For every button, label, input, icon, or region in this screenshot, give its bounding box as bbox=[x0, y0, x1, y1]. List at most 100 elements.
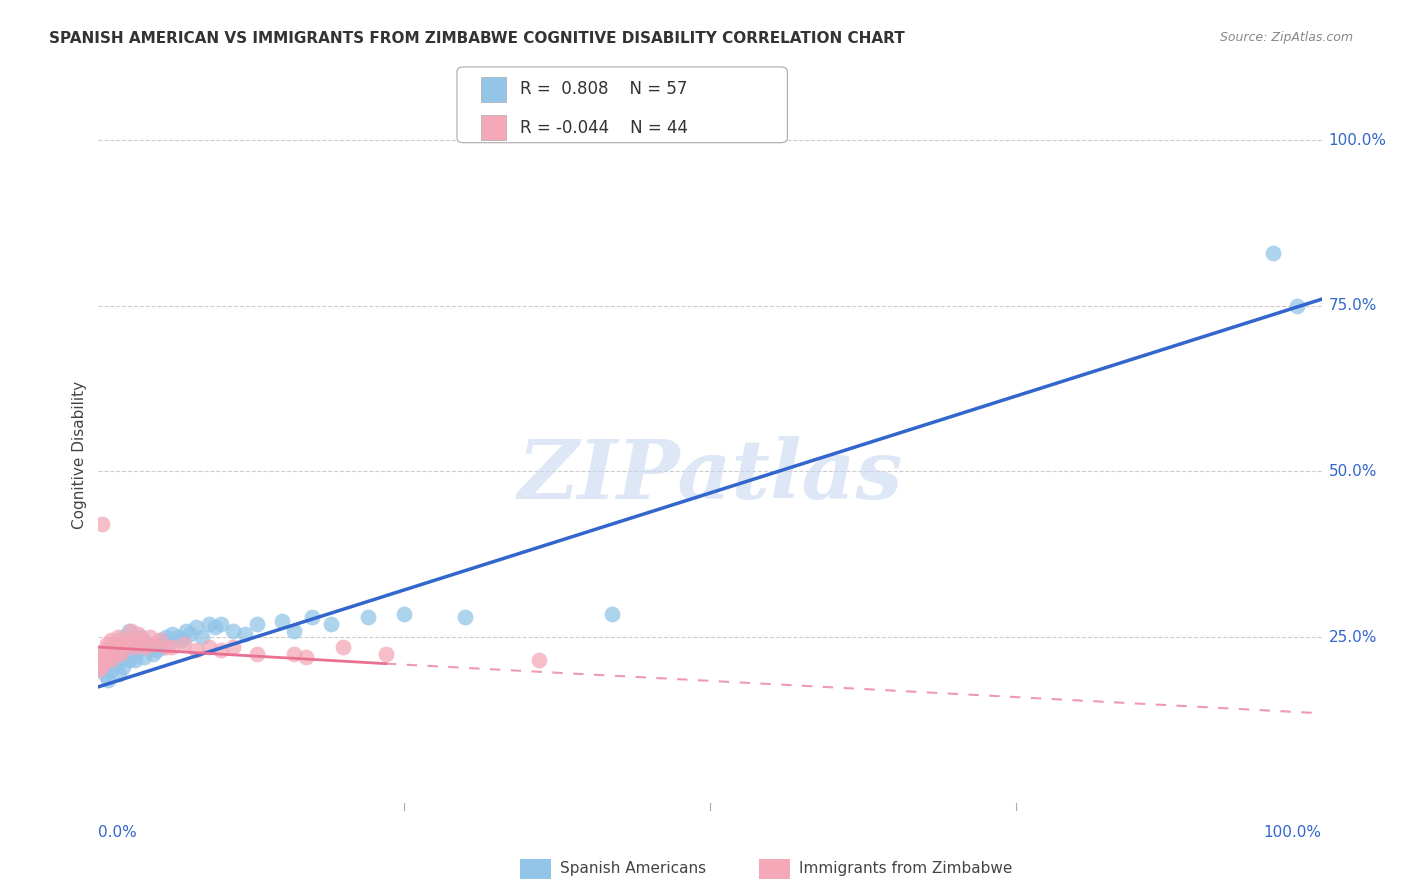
Point bbox=[209, 643, 232, 657]
Point bbox=[93, 653, 115, 667]
Point bbox=[186, 643, 208, 657]
Point bbox=[103, 637, 125, 651]
Point bbox=[90, 647, 112, 661]
Point bbox=[152, 640, 174, 654]
Point bbox=[124, 640, 146, 654]
Point bbox=[136, 637, 159, 651]
Point bbox=[89, 653, 111, 667]
Point bbox=[142, 647, 165, 661]
Text: 0.0%: 0.0% bbox=[98, 825, 138, 840]
Point bbox=[186, 620, 208, 634]
Point bbox=[132, 650, 155, 665]
Point bbox=[332, 640, 354, 654]
Point bbox=[283, 624, 305, 638]
Point bbox=[222, 624, 245, 638]
Point bbox=[120, 643, 142, 657]
Point bbox=[454, 610, 477, 624]
Point bbox=[111, 630, 134, 644]
Point bbox=[87, 663, 110, 677]
Point bbox=[527, 653, 550, 667]
Point bbox=[108, 666, 131, 681]
Point bbox=[283, 647, 305, 661]
Point bbox=[197, 640, 219, 654]
Point bbox=[301, 610, 323, 624]
Point bbox=[246, 616, 269, 631]
Point bbox=[157, 637, 180, 651]
Point bbox=[160, 627, 183, 641]
Point bbox=[91, 657, 114, 671]
Point bbox=[127, 627, 149, 641]
Point bbox=[204, 620, 226, 634]
Point bbox=[96, 657, 118, 671]
Point bbox=[121, 650, 143, 665]
Point bbox=[97, 650, 120, 665]
Point bbox=[139, 640, 162, 654]
Point bbox=[160, 640, 183, 654]
Point bbox=[93, 643, 115, 657]
Point bbox=[127, 643, 149, 657]
Point bbox=[115, 637, 138, 651]
Point bbox=[96, 637, 118, 651]
Point bbox=[101, 647, 124, 661]
Text: ZIPatlas: ZIPatlas bbox=[517, 436, 903, 516]
Point bbox=[118, 624, 141, 638]
Point bbox=[100, 653, 122, 667]
Text: 50.0%: 50.0% bbox=[1329, 464, 1376, 479]
Point bbox=[134, 640, 156, 654]
Point bbox=[319, 616, 342, 631]
Point bbox=[94, 647, 117, 661]
Point bbox=[233, 627, 256, 641]
Point bbox=[392, 607, 416, 621]
Point bbox=[197, 616, 219, 631]
Point bbox=[209, 616, 232, 631]
Point bbox=[98, 640, 121, 654]
Point bbox=[170, 633, 193, 648]
Point bbox=[91, 517, 114, 532]
Point bbox=[124, 647, 146, 661]
Point bbox=[146, 643, 169, 657]
Point bbox=[1261, 245, 1284, 260]
Point bbox=[295, 650, 318, 665]
Point bbox=[118, 653, 141, 667]
Point bbox=[111, 660, 134, 674]
Point bbox=[246, 647, 269, 661]
Point bbox=[149, 633, 172, 648]
Point bbox=[222, 640, 245, 654]
Point bbox=[98, 650, 121, 665]
Text: Immigrants from Zimbabwe: Immigrants from Zimbabwe bbox=[799, 862, 1012, 876]
Text: R =  0.808    N = 57: R = 0.808 N = 57 bbox=[520, 80, 688, 98]
Text: 100.0%: 100.0% bbox=[1264, 825, 1322, 840]
Point bbox=[270, 614, 294, 628]
Point bbox=[128, 637, 150, 651]
Text: Spanish Americans: Spanish Americans bbox=[560, 862, 706, 876]
Point bbox=[105, 657, 128, 671]
Point bbox=[118, 637, 141, 651]
Point bbox=[91, 650, 114, 665]
Point bbox=[100, 633, 122, 648]
Point bbox=[111, 637, 134, 651]
Point bbox=[103, 647, 125, 661]
Point bbox=[107, 630, 129, 644]
Text: 75.0%: 75.0% bbox=[1329, 298, 1376, 313]
Point bbox=[100, 663, 122, 677]
Point bbox=[100, 653, 122, 667]
Point bbox=[129, 633, 152, 648]
Text: R = -0.044    N = 44: R = -0.044 N = 44 bbox=[520, 119, 688, 136]
Point bbox=[129, 630, 152, 644]
Point bbox=[179, 627, 201, 641]
Point bbox=[356, 610, 378, 624]
Text: 25.0%: 25.0% bbox=[1329, 630, 1376, 645]
Point bbox=[90, 660, 112, 674]
Point bbox=[114, 650, 136, 665]
Point bbox=[120, 624, 142, 638]
Point bbox=[176, 624, 198, 638]
Point bbox=[191, 630, 214, 644]
Point bbox=[93, 666, 115, 681]
Point bbox=[139, 630, 162, 644]
Point bbox=[105, 643, 128, 657]
Point bbox=[114, 633, 136, 648]
Point bbox=[173, 637, 195, 651]
Point bbox=[600, 607, 623, 621]
Point bbox=[110, 653, 132, 667]
Point bbox=[105, 640, 128, 654]
